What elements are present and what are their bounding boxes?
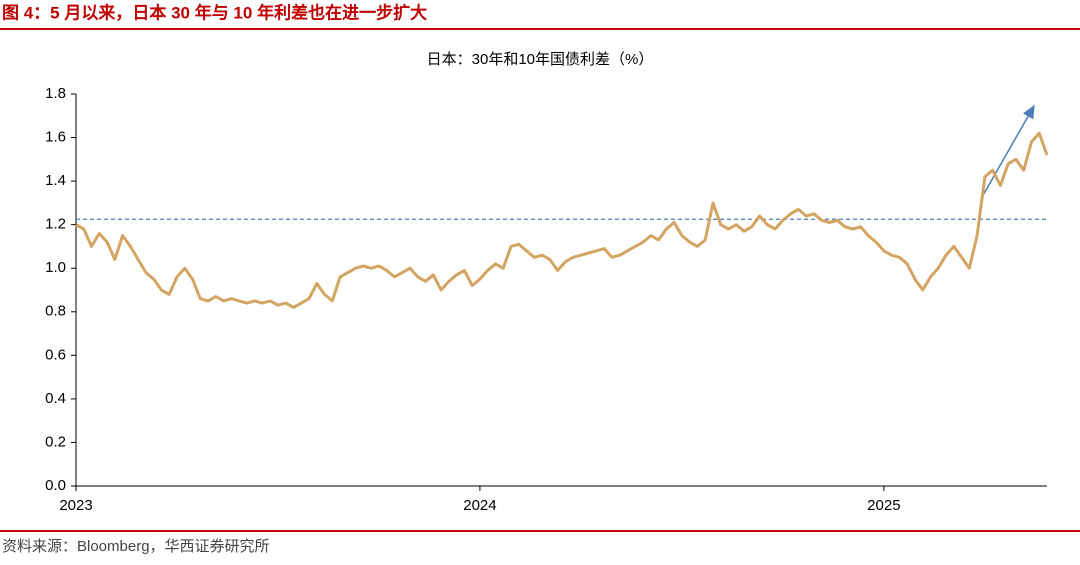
y-tick-label: 0.4 [45, 390, 66, 407]
y-tick-label: 0.0 [45, 477, 66, 494]
y-tick-label: 0.8 [45, 303, 66, 320]
y-tick-label: 1.4 [45, 172, 66, 189]
page-title: 图 4：5 月以来，日本 30 年与 10 年利差也在进一步扩大 [2, 2, 427, 22]
y-tick-label: 1.0 [45, 259, 66, 276]
y-tick-label: 0.2 [45, 433, 66, 450]
y-tick-label: 1.2 [45, 216, 66, 233]
series-line [75, 131, 1049, 309]
chart-title: 日本：30年和10年国债利差（%） [427, 51, 654, 68]
y-tick-label: 1.8 [45, 85, 66, 102]
source-note: 资料来源：Bloomberg，华西证券研究所 [2, 538, 270, 555]
x-tick-label: 2024 [463, 497, 496, 514]
y-tick-label: 1.6 [45, 129, 66, 146]
trend-arrow [981, 104, 1035, 198]
x-tick-label: 2025 [867, 497, 900, 514]
x-tick-label: 2023 [59, 497, 92, 514]
y-tick-label: 0.6 [45, 346, 66, 363]
